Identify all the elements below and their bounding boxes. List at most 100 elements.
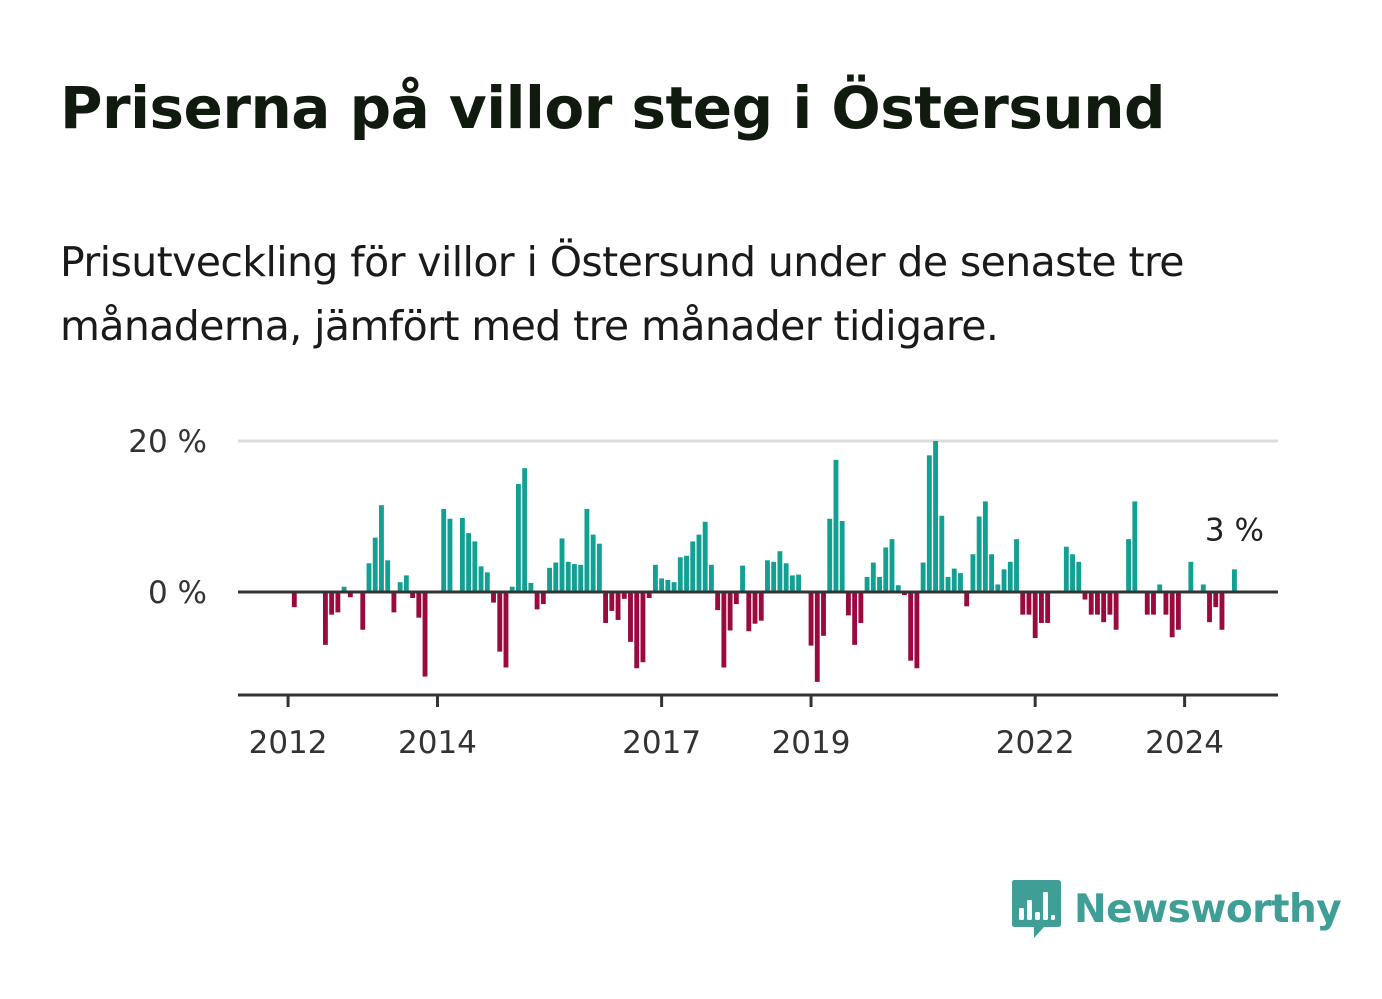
bar xyxy=(503,592,509,668)
bar xyxy=(416,592,422,618)
bar xyxy=(385,560,391,592)
bar xyxy=(528,582,534,592)
bar xyxy=(982,501,988,592)
bar xyxy=(603,592,609,623)
bar xyxy=(553,562,559,592)
bar xyxy=(870,562,876,592)
bar xyxy=(933,441,938,592)
bar xyxy=(709,564,714,592)
bar xyxy=(484,572,490,592)
bar xyxy=(995,584,1001,592)
bar xyxy=(864,576,870,592)
bar xyxy=(1026,592,1032,615)
bar xyxy=(702,521,708,592)
bar xyxy=(379,505,384,592)
bar xyxy=(752,592,758,624)
bar xyxy=(945,576,951,592)
bar xyxy=(877,576,882,592)
bar xyxy=(1038,592,1044,623)
bar xyxy=(970,554,976,592)
bar xyxy=(491,592,496,603)
bar xyxy=(733,592,739,605)
bar xyxy=(1207,592,1212,623)
bar xyxy=(422,592,428,677)
bar xyxy=(1132,501,1138,592)
bar xyxy=(403,575,409,592)
bar xyxy=(727,592,733,631)
bar xyxy=(472,541,478,592)
bar xyxy=(497,592,503,652)
bar xyxy=(515,484,521,592)
bar xyxy=(410,592,416,599)
bar xyxy=(926,455,932,592)
bar xyxy=(360,592,366,630)
bar xyxy=(466,533,472,592)
bar xyxy=(740,565,745,592)
bar xyxy=(1231,569,1237,592)
bar-chart: 0 % 20 % 2012 2014 2017 2019 2022 2024 3 % xyxy=(128,424,1278,761)
bar xyxy=(771,561,777,592)
bar xyxy=(858,592,864,623)
chart-title: Priserna på villor steg i Östersund xyxy=(60,74,1166,142)
bar xyxy=(746,592,752,632)
x-tick-label: 2017 xyxy=(622,725,701,761)
bar xyxy=(989,554,995,592)
x-tick-label: 2012 xyxy=(249,725,328,761)
bar xyxy=(765,560,770,592)
bar xyxy=(565,561,571,592)
bar xyxy=(845,592,851,616)
bar xyxy=(478,566,484,592)
bar xyxy=(621,592,627,599)
axes xyxy=(238,590,1278,707)
bar xyxy=(1200,584,1206,592)
bar xyxy=(1169,592,1175,638)
bar xyxy=(341,586,347,592)
newsworthy-bar-chart-icon xyxy=(1012,880,1061,938)
newsworthy-logo: Newsworthy xyxy=(1010,878,1342,940)
bar xyxy=(1082,592,1088,600)
bar xyxy=(391,592,397,613)
brand-name: Newsworthy xyxy=(1074,886,1342,932)
bar xyxy=(1014,539,1019,592)
last-value-annotation: 3 % xyxy=(1205,512,1264,548)
bar xyxy=(783,563,789,592)
bar xyxy=(821,592,826,636)
bar xyxy=(833,459,839,593)
bar xyxy=(1151,592,1156,615)
x-tick-label: 2019 xyxy=(772,725,851,761)
bar xyxy=(559,538,565,592)
bar xyxy=(1001,569,1007,592)
bar xyxy=(677,557,683,592)
bar xyxy=(628,592,633,642)
bar xyxy=(1144,592,1150,615)
bar xyxy=(1020,592,1026,615)
bar xyxy=(671,582,677,592)
bar xyxy=(958,573,963,593)
bar xyxy=(684,555,689,592)
tick-labels: 0 % 20 % 2012 2014 2017 2019 2022 2024 3 % xyxy=(128,424,1264,761)
bar xyxy=(584,508,590,592)
bar xyxy=(1213,592,1219,608)
bar xyxy=(808,592,814,646)
bar xyxy=(1070,554,1075,592)
bar xyxy=(640,592,646,663)
bar xyxy=(1113,592,1119,630)
bar xyxy=(335,592,341,613)
bar xyxy=(578,564,584,592)
bar xyxy=(1175,592,1181,630)
bar xyxy=(634,592,640,669)
bar xyxy=(509,586,515,592)
bar xyxy=(964,592,970,607)
bar xyxy=(1219,592,1225,630)
bar xyxy=(852,592,858,645)
bar xyxy=(721,592,727,668)
bar xyxy=(883,547,889,592)
bar xyxy=(590,534,596,592)
bar xyxy=(291,592,297,608)
bar xyxy=(777,551,783,592)
bar xyxy=(347,592,353,598)
bar xyxy=(1163,592,1169,615)
bars xyxy=(291,441,1237,682)
bar xyxy=(1095,592,1100,615)
bar xyxy=(522,468,528,592)
